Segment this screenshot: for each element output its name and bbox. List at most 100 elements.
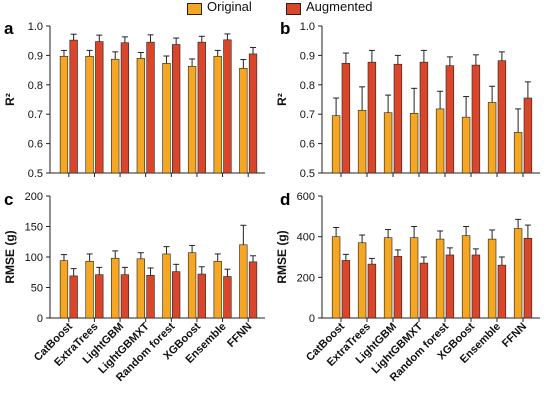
- bar-augmented: [367, 61, 377, 174]
- bar-group: [136, 34, 155, 174]
- bar-augmented: [341, 63, 351, 174]
- bar-original: [435, 108, 445, 174]
- bar-group: [162, 37, 181, 174]
- bar-augmented: [419, 262, 429, 319]
- bar-group: [136, 252, 155, 319]
- bar-group: [409, 226, 429, 319]
- y-tick-label: 600: [297, 191, 315, 203]
- bar-group: [187, 244, 206, 319]
- legend-swatch-augmented: [286, 3, 301, 15]
- bar-original: [357, 110, 367, 174]
- panel-letter-b: b: [280, 19, 290, 38]
- bar-group: [383, 54, 403, 174]
- category-label: FFNN: [500, 321, 529, 350]
- y-axis-label: RMSE (g): [3, 230, 17, 283]
- bar-group: [461, 54, 481, 174]
- y-tick-label: 0.5: [28, 168, 43, 180]
- bar-original: [409, 113, 419, 174]
- bar-group: [111, 250, 130, 319]
- bar-group: [461, 226, 481, 319]
- bar-original: [331, 115, 341, 174]
- bar-original: [383, 112, 393, 174]
- bar-original: [383, 237, 393, 319]
- bar-augmented: [248, 53, 258, 174]
- y-tick-label: 0: [37, 313, 43, 325]
- bar-augmented: [445, 254, 455, 319]
- y-tick-label: 200: [297, 272, 315, 284]
- bar-group: [111, 36, 130, 174]
- y-tick-label: 0: [309, 313, 315, 325]
- bar-original: [513, 132, 523, 174]
- bar-augmented: [146, 41, 155, 174]
- bar-group: [59, 33, 78, 174]
- bar-augmented: [445, 65, 455, 174]
- bar-augmented: [172, 44, 181, 174]
- y-tick-label: 0.9: [300, 50, 315, 62]
- y-tick-label: 50: [31, 283, 43, 295]
- bar-augmented: [471, 64, 481, 174]
- bar-group: [59, 254, 78, 319]
- bar-augmented: [419, 61, 429, 174]
- bar-group: [357, 49, 377, 174]
- bar-augmented: [523, 237, 533, 319]
- panel-letter-c: c: [4, 190, 13, 209]
- bar-original: [513, 228, 523, 319]
- y-tick-label: 0.7: [28, 109, 43, 121]
- bar-augmented: [146, 274, 155, 319]
- bar-original: [187, 252, 197, 319]
- panel-letter-a: a: [4, 19, 14, 38]
- y-tick-label: 0.8: [300, 80, 315, 92]
- category-label: FFNN: [225, 321, 254, 350]
- bar-original: [461, 116, 471, 174]
- panel-b: b 0.5 0.6 0.7 0.8 0.9 1.0 R²: [275, 19, 540, 180]
- y-tick-label: 0.9: [28, 50, 43, 62]
- bar-original: [111, 58, 120, 174]
- bar-group: [162, 246, 181, 319]
- legend: Original Augmented: [187, 0, 417, 16]
- bar-augmented: [471, 254, 481, 319]
- y-tick-label: 0.7: [300, 109, 315, 121]
- y-tick-label: 1.0: [300, 21, 315, 33]
- bar-augmented: [120, 42, 130, 174]
- legend-label-original: Original: [207, 0, 252, 14]
- bar-augmented: [393, 63, 403, 174]
- bar-augmented: [367, 263, 377, 319]
- bar-augmented: [95, 41, 104, 174]
- bar-augmented: [341, 260, 351, 319]
- y-axis-label: R²: [3, 93, 17, 106]
- y-tick-label: 150: [25, 222, 43, 234]
- bar-original: [162, 253, 171, 319]
- bar-augmented: [197, 273, 206, 319]
- bar-original: [357, 242, 367, 319]
- bar-augmented: [69, 275, 78, 319]
- bar-augmented: [95, 274, 104, 319]
- bar-original: [239, 68, 248, 174]
- bar-original: [111, 257, 120, 319]
- bar-group: [239, 224, 258, 319]
- y-axis-label: RMSE (g): [275, 230, 289, 283]
- bar-original: [136, 58, 145, 174]
- bar-original: [487, 238, 497, 319]
- y-tick-label: 0.8: [28, 80, 43, 92]
- y-tick-label: 0.6: [300, 139, 315, 151]
- bar-augmented: [69, 39, 78, 174]
- bar-original: [59, 55, 69, 174]
- bar-augmented: [393, 256, 403, 319]
- bar-group: [487, 51, 507, 174]
- bar-group: [331, 52, 351, 174]
- bar-group: [85, 253, 104, 319]
- bar-group: [357, 234, 377, 319]
- bar-augmented: [248, 261, 258, 319]
- bar-augmented: [223, 276, 232, 319]
- bar-original: [461, 235, 471, 319]
- bar-augmented: [197, 41, 206, 174]
- bar-group: [435, 56, 455, 174]
- legend-label-augmented: Augmented: [306, 0, 373, 14]
- y-tick-label: 1.0: [28, 21, 43, 33]
- bar-group: [513, 218, 533, 319]
- bar-original: [213, 55, 222, 174]
- y-tick-label: 0.5: [300, 168, 315, 180]
- bar-augmented: [497, 264, 507, 319]
- bar-original: [162, 63, 171, 174]
